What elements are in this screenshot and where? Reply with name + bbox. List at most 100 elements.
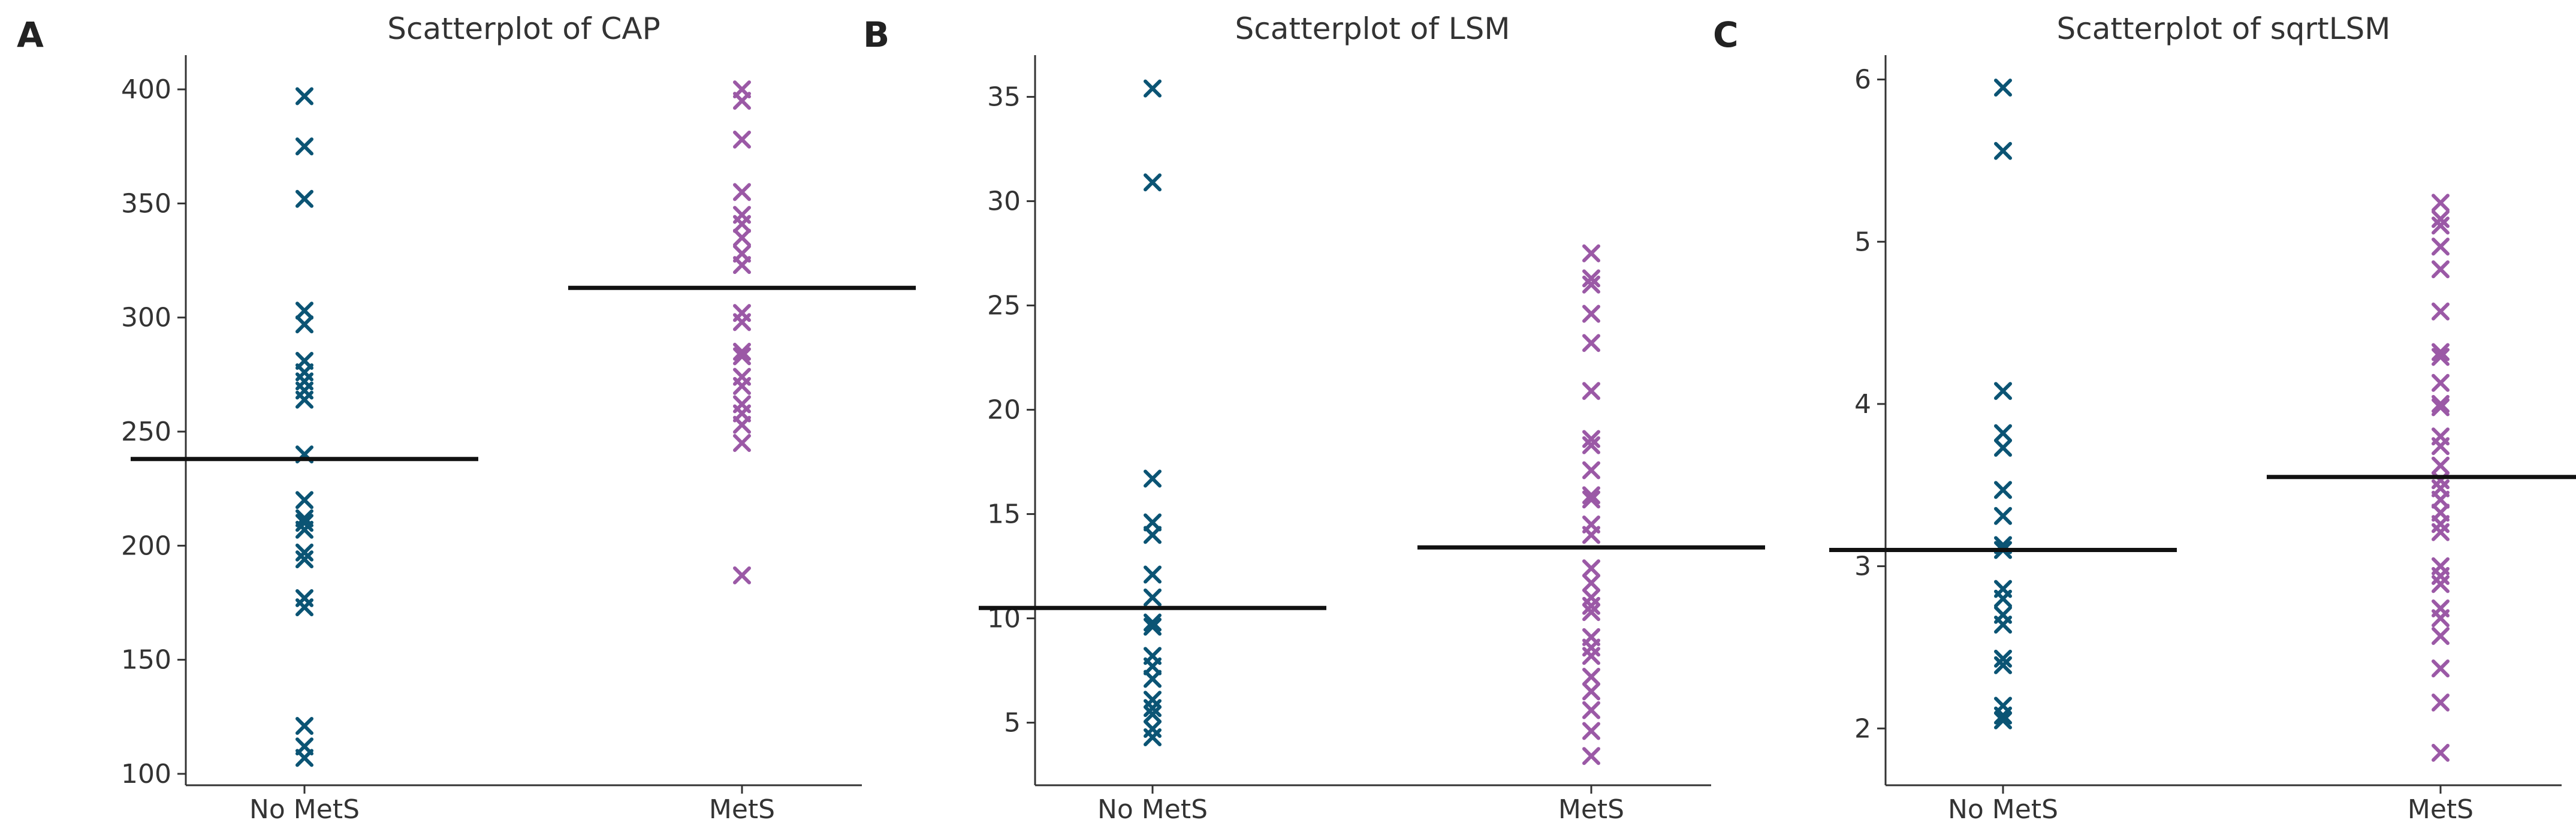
data-point-stroke: [2432, 575, 2450, 593]
data-point-no-mets: [295, 315, 313, 334]
data-point-stroke: [2432, 490, 2450, 509]
data-point-mets: [2432, 693, 2450, 712]
chart-title: Scatterplot of LSM: [1235, 11, 1510, 46]
data-point-stroke: [1582, 596, 1600, 615]
data-point-stroke: [2432, 693, 2450, 712]
y-tick-label: 20: [987, 395, 1021, 426]
data-point-stroke: [1994, 711, 2012, 729]
data-point-stroke: [1582, 559, 1600, 578]
data-point-stroke: [295, 717, 313, 735]
data-point-stroke: [1994, 649, 2012, 668]
data-point-no-mets: [1144, 728, 1162, 746]
data-point-no-mets: [1994, 649, 2012, 668]
data-point-mets: [733, 342, 751, 361]
data-point-stroke: [1582, 461, 1600, 480]
data-point-stroke: [2432, 210, 2450, 228]
data-point-mets: [733, 183, 751, 201]
data-point-stroke: [1994, 507, 2012, 525]
data-point-mets: [733, 313, 751, 331]
data-point-mets: [1582, 382, 1600, 400]
data-point-stroke: [1994, 424, 2012, 442]
data-point-mets: [2432, 659, 2450, 678]
x-tick-label: MetS: [1558, 794, 1624, 825]
data-point-mets: [1582, 244, 1600, 263]
data-point-mets: [2432, 456, 2450, 475]
data-point-mets: [2432, 210, 2450, 228]
y-tick-label: 25: [987, 291, 1021, 321]
x-tick-label: No MetS: [1097, 794, 1208, 825]
data-point-mets: [733, 376, 751, 395]
data-point-mets: [1582, 668, 1600, 686]
data-point-no-mets: [1144, 526, 1162, 544]
data-point-mets: [1582, 275, 1600, 294]
y-tick-label: 200: [121, 530, 171, 561]
data-point-no-mets: [295, 543, 313, 562]
data-point-mets: [2432, 609, 2450, 628]
data-point-stroke: [2432, 343, 2450, 361]
data-point-no-mets: [1144, 670, 1162, 688]
chart-title: Scatterplot of CAP: [387, 11, 660, 46]
data-point-no-mets: [1144, 469, 1162, 488]
data-point-stroke: [1144, 588, 1162, 607]
data-point-stroke: [733, 347, 751, 366]
data-point-mets: [1582, 701, 1600, 719]
data-point-stroke: [295, 315, 313, 334]
data-point-stroke: [2432, 626, 2450, 645]
data-point-mets: [1582, 722, 1600, 740]
y-tick-label: 6: [1854, 65, 1871, 95]
data-point-stroke: [733, 92, 751, 110]
data-point-mets: [733, 566, 751, 584]
data-point-no-mets: [295, 598, 313, 617]
data-point-no-mets: [295, 137, 313, 156]
data-point-no-mets: [1144, 513, 1162, 532]
data-point-mets: [733, 215, 751, 233]
data-point-mets: [1582, 436, 1600, 454]
data-point-mets: [2432, 348, 2450, 366]
data-point-no-mets: [1994, 141, 2012, 160]
data-point-stroke: [1582, 430, 1600, 448]
data-point-stroke: [1144, 173, 1162, 192]
data-point-no-mets: [295, 390, 313, 409]
data-point-no-mets: [295, 520, 313, 539]
data-point-stroke: [2432, 216, 2450, 235]
data-point-mets: [2432, 394, 2450, 413]
data-point-mets: [2432, 216, 2450, 235]
data-point-stroke: [1144, 469, 1162, 488]
data-point-no-mets: [1144, 613, 1162, 632]
data-point-stroke: [1582, 668, 1600, 686]
data-point-no-mets: [1994, 589, 2012, 608]
data-point-stroke: [295, 491, 313, 510]
data-point-mets: [2432, 437, 2450, 456]
data-point-stroke: [1994, 141, 2012, 160]
data-point-mets: [2432, 302, 2450, 321]
data-point-stroke: [2432, 194, 2450, 212]
data-point-no-mets: [295, 717, 313, 735]
data-point-mets: [1582, 490, 1600, 509]
data-point-stroke: [2432, 237, 2450, 256]
data-point-no-mets: [295, 189, 313, 208]
y-tick-label: 5: [1004, 708, 1021, 738]
data-point-mets: [1582, 305, 1600, 323]
chart-title: Scatterplot of sqrtLSM: [2057, 11, 2391, 46]
x-tick-label: No MetS: [1948, 794, 2058, 825]
data-point-stroke: [1994, 616, 2012, 634]
data-point-stroke: [1994, 79, 2012, 97]
data-point-stroke: [295, 390, 313, 409]
y-tick-label: 250: [121, 417, 171, 447]
data-point-stroke: [733, 376, 751, 395]
data-point-no-mets: [1994, 706, 2012, 725]
data-point-mets: [1582, 603, 1600, 622]
data-point-stroke: [1582, 269, 1600, 288]
data-point-mets: [1582, 596, 1600, 615]
data-point-mets: [733, 92, 751, 110]
data-point-mets: [1582, 461, 1600, 480]
data-point-stroke: [1582, 275, 1600, 294]
data-point-stroke: [295, 302, 313, 320]
data-point-mets: [2432, 343, 2450, 361]
data-point-stroke: [1582, 647, 1600, 665]
data-point-stroke: [733, 228, 751, 247]
y-tick-label: 35: [987, 82, 1021, 113]
data-point-no-mets: [295, 749, 313, 767]
data-point-mets: [2432, 373, 2450, 392]
